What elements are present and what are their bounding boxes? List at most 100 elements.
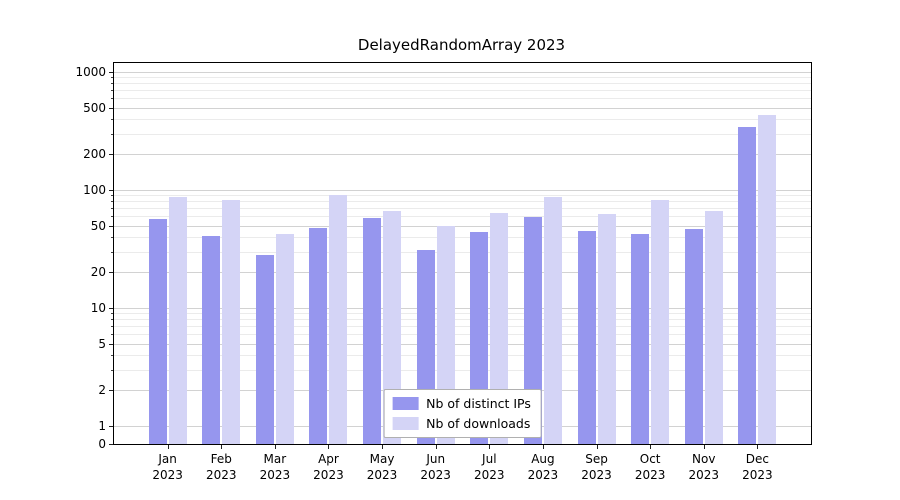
y-tick-mark <box>109 107 113 109</box>
y-minor-tick-mark <box>111 201 113 203</box>
grid-line-minor <box>114 208 811 210</box>
x-tick-label: Jul 2023 <box>459 451 519 483</box>
x-tick-mark <box>489 445 491 449</box>
x-tick-label: Mar 2023 <box>245 451 305 483</box>
legend-item: Nb of distinct IPs <box>392 396 531 411</box>
y-minor-tick-mark <box>111 326 113 328</box>
grid-line-minor <box>114 98 811 100</box>
x-tick-year: 2023 <box>474 468 505 482</box>
y-tick-mark <box>109 225 113 227</box>
bar-distinct-ips <box>738 127 757 444</box>
y-tick-label: 20 <box>90 265 106 280</box>
y-minor-tick-mark <box>111 195 113 197</box>
grid-line-major <box>114 272 811 274</box>
bar-distinct-ips <box>577 230 596 444</box>
x-tick-year: 2023 <box>688 468 720 482</box>
grid-line-major <box>114 308 811 309</box>
x-tick-label: Jan 2023 <box>138 451 198 483</box>
y-tick-label: 1 <box>98 419 106 433</box>
x-tick-month: May <box>369 452 395 466</box>
plot-area: 0 1 2 5 10 20 50 100 200 500 1000 Jan 2023 Feb 2023 Mar… <box>75 62 812 482</box>
y-tick-label: 10 <box>90 301 106 315</box>
bar-distinct-ips <box>523 217 542 444</box>
y-minor-tick-mark <box>111 313 113 315</box>
y-tick-mark <box>109 426 113 427</box>
y-minor-tick-mark <box>111 216 113 218</box>
grid-line-minor <box>114 133 811 135</box>
bar-distinct-ips <box>202 235 221 444</box>
legend-swatch-distinct-ips <box>392 397 419 410</box>
y-tick-mark <box>109 308 113 309</box>
grid-line-minor <box>114 90 811 92</box>
x-tick-year: 2023 <box>420 468 451 482</box>
y-minor-tick-mark <box>111 77 113 79</box>
x-tick-year: 2023 <box>259 468 291 482</box>
y-tick-label: 1000 <box>75 65 106 79</box>
bar-downloads <box>383 210 402 444</box>
y-tick-mark <box>109 72 113 73</box>
y-minor-tick-mark <box>111 251 113 253</box>
x-tick-year: 2023 <box>366 468 398 482</box>
grid-line-minor <box>114 201 811 203</box>
bar-distinct-ips <box>684 228 703 444</box>
bar-downloads <box>704 210 723 444</box>
bar-distinct-ips <box>631 234 650 444</box>
x-tick-year: 2023 <box>742 468 773 482</box>
x-tick-mark <box>328 445 330 449</box>
x-tick-year: 2023 <box>152 468 183 482</box>
x-tick-mark <box>167 445 169 449</box>
y-minor-tick-mark <box>111 354 113 356</box>
x-tick-year: 2023 <box>581 468 612 482</box>
grid-line-minor <box>114 251 811 253</box>
x-tick-mark <box>382 445 384 449</box>
x-tick-label: Aug 2023 <box>513 451 573 483</box>
legend-label: Nb of downloads <box>426 416 531 431</box>
y-minor-tick-mark <box>111 236 113 238</box>
grid-line-minor <box>114 326 811 328</box>
y-tick-label: 5 <box>98 336 106 351</box>
bar-distinct-ips <box>309 227 328 444</box>
y-minor-tick-mark <box>111 118 113 120</box>
y-tick-mark <box>109 390 113 392</box>
x-tick-month: Nov <box>692 452 716 466</box>
bar-downloads <box>651 199 670 444</box>
bar-downloads <box>543 196 562 444</box>
grid-line-major <box>114 72 811 73</box>
bar-downloads <box>329 195 348 444</box>
x-tick-mark <box>221 445 223 449</box>
grid-line-minor <box>114 354 811 356</box>
y-tick-label: 50 <box>90 218 106 233</box>
y-minor-tick-mark <box>111 133 113 135</box>
bar-distinct-ips <box>148 218 167 444</box>
x-tick-year: 2023 <box>527 468 559 482</box>
x-tick-label: Oct 2023 <box>620 451 680 483</box>
grid-line-minor <box>114 216 811 218</box>
grid-line-minor <box>114 77 811 79</box>
x-tick-mark <box>703 445 705 449</box>
x-tick-mark <box>650 445 652 449</box>
y-tick-mark <box>109 343 113 345</box>
x-tick-year: 2023 <box>313 468 344 482</box>
bar-downloads <box>758 115 777 444</box>
y-minor-tick-mark <box>111 334 113 336</box>
y-tick-label: 500 <box>83 100 106 115</box>
bar-downloads <box>597 214 616 444</box>
legend-item: Nb of downloads <box>392 416 531 431</box>
x-tick-month: Aug <box>531 452 555 466</box>
x-tick-month: Feb <box>210 452 232 466</box>
x-tick-month: Apr <box>318 452 339 466</box>
y-minor-tick-mark <box>111 90 113 92</box>
grid-line-major <box>114 225 811 227</box>
grid-line-minor <box>114 319 811 321</box>
grid-line-major <box>114 154 811 156</box>
x-tick-year: 2023 <box>634 468 666 482</box>
y-minor-tick-mark <box>111 208 113 210</box>
legend-label: Nb of distinct IPs <box>426 396 531 411</box>
y-tick-mark <box>109 154 113 156</box>
grid-line-major <box>114 190 811 191</box>
grid-line-minor <box>114 118 811 120</box>
legend: Nb of distinct IPs Nb of downloads <box>383 389 542 438</box>
x-tick-label: Apr 2023 <box>298 451 358 483</box>
x-tick-label: Sep 2023 <box>567 451 627 483</box>
x-tick-month: Sep <box>585 452 608 466</box>
